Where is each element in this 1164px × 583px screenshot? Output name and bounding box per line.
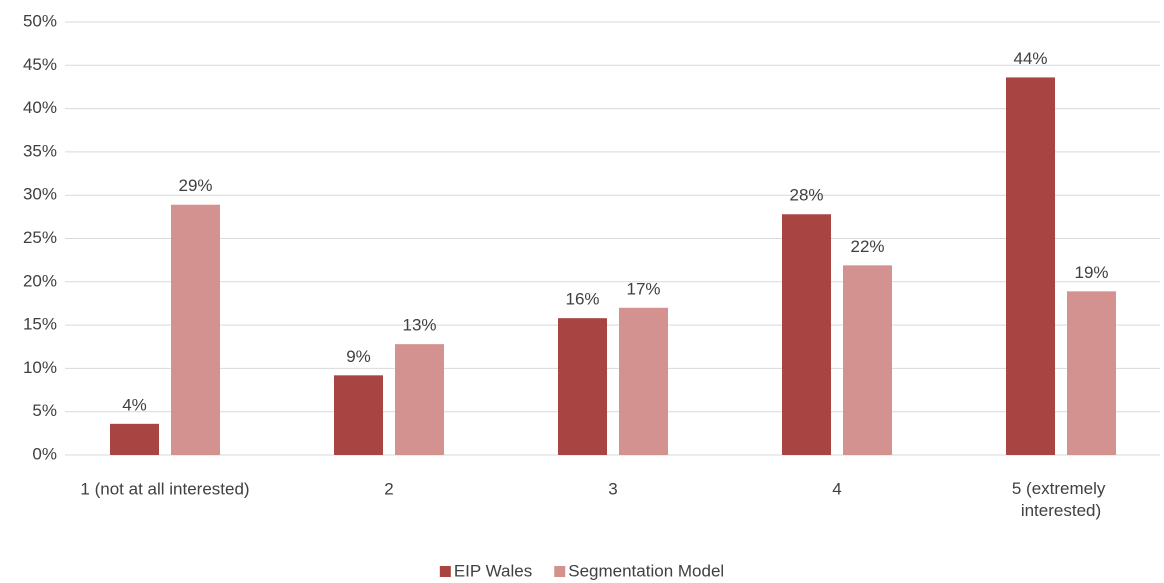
data-label: 28% [789, 186, 823, 205]
bar [558, 318, 607, 455]
y-tick-label: 20% [23, 271, 57, 290]
y-tick-label: 50% [23, 11, 57, 30]
bar [619, 307, 668, 455]
data-label: 22% [850, 237, 884, 256]
data-label: 4% [122, 395, 147, 414]
legend: EIP Wales Segmentation Model [439, 561, 724, 580]
y-tick-label: 40% [23, 98, 57, 117]
bar [843, 265, 892, 455]
data-label: 13% [402, 316, 436, 335]
data-label: 29% [178, 176, 212, 195]
data-label: 44% [1013, 49, 1047, 68]
y-tick-label: 30% [23, 185, 57, 204]
y-tick-label: 25% [23, 228, 57, 247]
x-tick-label: 4 [832, 479, 841, 498]
x-tick-label: 2 [384, 479, 393, 498]
legend-label: EIP Wales [454, 561, 532, 580]
y-tick-label: 5% [32, 401, 57, 420]
y-tick-label: 45% [23, 55, 57, 74]
bar [334, 375, 383, 455]
bar [395, 344, 444, 455]
data-label: 16% [565, 290, 599, 309]
x-tick-label: 5 (extremely interested) [1012, 479, 1110, 520]
bar [171, 204, 220, 455]
bar [110, 423, 159, 455]
y-tick-label: 35% [23, 141, 57, 160]
data-label: 19% [1074, 263, 1108, 282]
data-label: 9% [346, 347, 371, 366]
x-tick-label: 3 [608, 479, 617, 498]
y-tick-label: 10% [23, 358, 57, 377]
x-tick-label: 1 (not at all interested) [80, 479, 249, 498]
bar [1067, 291, 1116, 455]
legend-label: Segmentation Model [568, 561, 724, 580]
bar [1006, 77, 1055, 455]
legend-swatch [554, 566, 566, 577]
y-tick-label: 15% [23, 315, 57, 334]
legend-swatch [439, 566, 451, 577]
bar [782, 214, 831, 455]
data-label: 17% [626, 279, 660, 298]
y-tick-label: 0% [32, 444, 57, 463]
